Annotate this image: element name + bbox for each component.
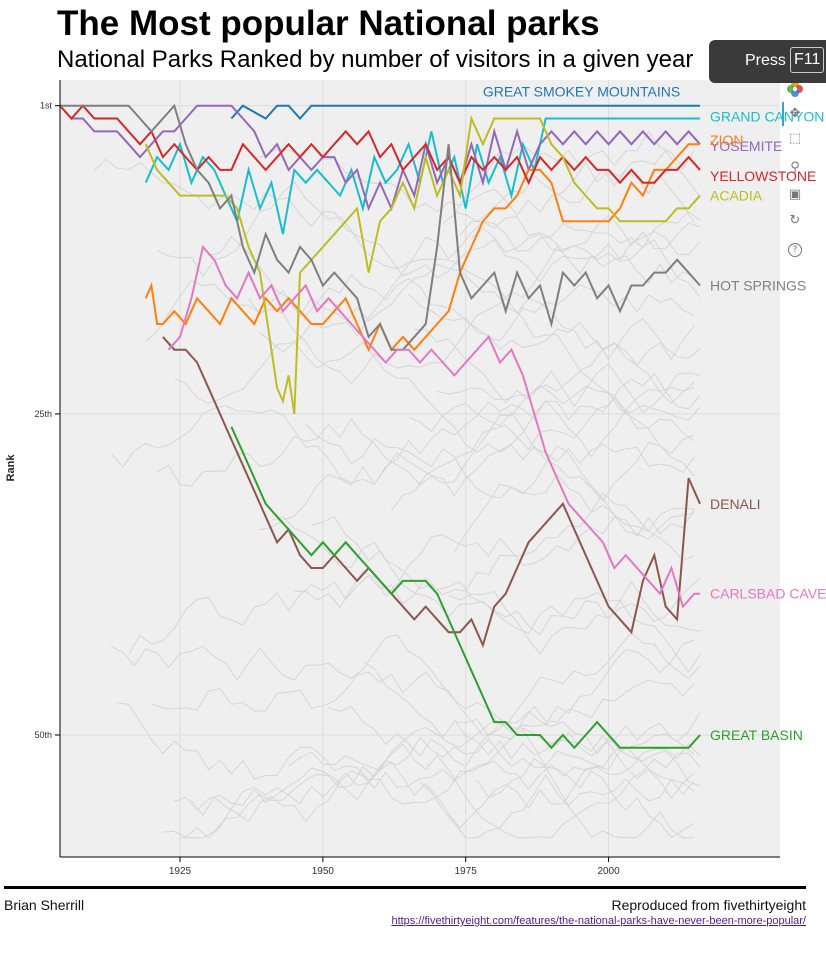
background-park-line	[288, 712, 701, 829]
fullscreen-hint-text: Press	[745, 52, 786, 69]
reset-icon[interactable]: ↻	[789, 213, 801, 228]
series-line-great-smokey-mountains	[230, 104, 700, 121]
series-label-great-basin: GREAT BASIN	[710, 727, 803, 743]
background-park-line	[111, 634, 695, 757]
source-link[interactable]: https://fivethirtyeight.com/features/the…	[391, 915, 806, 927]
series-label-grand-canyon: GRAND CANYON	[710, 109, 824, 125]
y-tick-label: 50th	[34, 730, 52, 740]
x-tick-label: 1975	[455, 866, 478, 877]
wheel-zoom-icon[interactable]: ⚲	[790, 160, 800, 175]
background-park-line	[248, 273, 695, 342]
background-park-line	[454, 168, 695, 224]
background-park-line	[453, 719, 695, 796]
background-park-line	[259, 396, 695, 531]
series-label-acadia: ACADIA	[710, 188, 763, 204]
series-label-zion: ZION	[710, 132, 743, 148]
background-park-line	[180, 736, 695, 839]
footer-divider	[4, 886, 806, 889]
series-line-zion	[144, 143, 700, 353]
page-title: The Most popular National parks	[57, 4, 600, 43]
series-label-great-smokey-mountains: GREAT SMOKEY MOUNTAINS	[483, 84, 680, 100]
help-icon[interactable]: ?	[786, 240, 804, 258]
background-park-line	[305, 423, 695, 540]
series-label-yosemite: YOSEMITE	[710, 138, 782, 154]
background-park-line	[259, 332, 695, 502]
x-tick-label: 1925	[169, 866, 192, 877]
background-park-line	[419, 773, 695, 839]
series-line-great-basin	[230, 426, 701, 750]
x-tick-label: 1950	[312, 866, 335, 877]
series-label-yellowstone: YELLOWSTONE	[710, 168, 816, 184]
background-park-line	[191, 728, 695, 823]
background-park-line	[156, 181, 695, 404]
background-park-line	[453, 445, 695, 553]
background-park-line	[448, 577, 701, 655]
background-park-line	[471, 227, 701, 298]
background-park-line	[156, 370, 695, 487]
footer-author: Brian Sherrill	[4, 897, 85, 913]
pan-icon[interactable]: ✥	[789, 106, 801, 121]
background-park-line	[436, 384, 701, 421]
series-line-hot-springs	[60, 103, 701, 351]
background-park-line	[408, 293, 695, 367]
background-park-line	[414, 329, 701, 414]
background-park-line	[294, 509, 695, 609]
series-line-denali	[162, 336, 701, 648]
background-park-line	[111, 399, 695, 485]
page-subtitle: National Parks Ranked by number of visit…	[57, 46, 694, 73]
background-park-line	[117, 702, 701, 805]
y-axis-ticks: 1st 25th 50th	[34, 101, 60, 740]
series-labels: GREAT SMOKEY MOUNTAINS GRAND CANYON YOSEMI…	[483, 84, 826, 743]
y-tick-label: 25th	[34, 409, 52, 419]
background-park-line	[311, 515, 701, 673]
background-park-line	[408, 403, 695, 473]
background-park-line	[151, 671, 701, 787]
background-park-line	[254, 143, 701, 216]
fullscreen-hint-key: F11	[790, 47, 825, 73]
fullscreen-hint: Press F11	[709, 40, 826, 83]
rank-line-chart[interactable]: GREAT SMOKEY MOUNTAINS GRAND CANYON YOSEMI…	[0, 0, 826, 880]
footer-credit: Reproduced from fivethirtyeight	[611, 897, 806, 913]
background-park-line	[362, 639, 695, 738]
background-park-line	[476, 757, 695, 807]
x-tick-label: 2000	[597, 866, 620, 877]
y-axis-label: Rank	[5, 454, 17, 482]
background-park-lines	[93, 130, 701, 839]
series-label-hot-springs: HOT SPRINGS	[710, 277, 806, 293]
series-line-yellowstone	[59, 104, 701, 186]
background-park-line	[271, 492, 695, 596]
series-label-denali: DENALI	[710, 496, 761, 512]
save-icon[interactable]: ▣	[788, 187, 802, 202]
background-park-line	[328, 679, 695, 768]
x-axis-ticks: 1925 1950 1975 2000	[169, 857, 620, 877]
background-park-line	[174, 263, 701, 404]
series-line-acadia	[144, 114, 701, 415]
series-line-carlsbad-caverns	[167, 244, 700, 609]
chart-toolbar: ✥ ⬚ ⚲ ▣ ↻ ?	[780, 76, 810, 266]
background-park-line	[174, 743, 701, 839]
series-label-carlsbad-caverns: CARLSBAD CAVERNS	[710, 586, 826, 602]
background-park-line	[162, 632, 701, 839]
background-park-line	[390, 372, 701, 512]
bokeh-logo-icon	[787, 81, 803, 97]
highlighted-park-lines	[59, 103, 701, 750]
y-tick-label: 1st	[40, 101, 53, 111]
background-park-line	[459, 211, 701, 252]
box-zoom-icon[interactable]: ⬚	[788, 131, 802, 146]
